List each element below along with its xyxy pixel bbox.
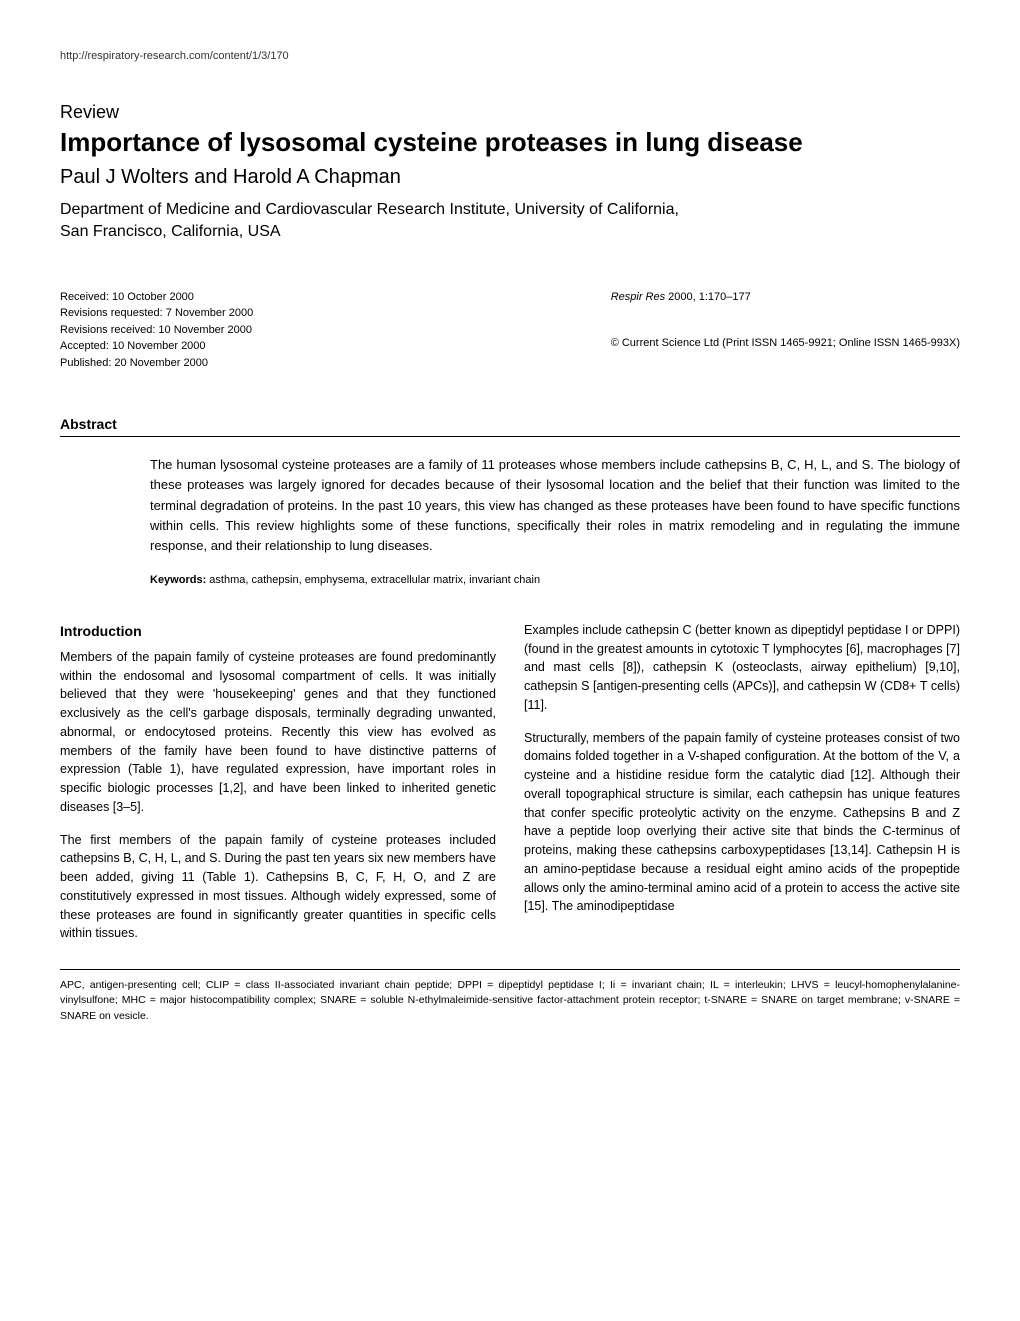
copyright: © Current Science Ltd (Print ISSN 1465-9… <box>611 335 960 352</box>
introduction-heading: Introduction <box>60 621 496 642</box>
keywords-text: asthma, cathepsin, emphysema, extracellu… <box>206 574 540 586</box>
citation-details: 2000, 1:170–177 <box>665 291 751 303</box>
footnote-rule <box>60 969 960 970</box>
citation-block: Respir Res 2000, 1:170–177 © Current Sci… <box>611 289 960 372</box>
citation: Respir Res 2000, 1:170–177 <box>611 289 960 306</box>
intro-paragraph-3: Examples include cathepsin C (better kno… <box>524 621 960 715</box>
metadata-row: Received: 10 October 2000 Revisions requ… <box>60 289 960 372</box>
article-title: Importance of lysosomal cysteine proteas… <box>60 127 960 158</box>
keywords-label: Keywords: <box>150 574 206 586</box>
received-date: Received: 10 October 2000 <box>60 289 253 306</box>
keywords: Keywords: asthma, cathepsin, emphysema, … <box>150 574 960 586</box>
page-url: http://respiratory-research.com/content/… <box>60 50 960 62</box>
published-date: Published: 20 November 2000 <box>60 355 253 372</box>
review-label: Review <box>60 102 960 123</box>
accepted-date: Accepted: 10 November 2000 <box>60 338 253 355</box>
abstract-text: The human lysosomal cysteine proteases a… <box>150 455 960 556</box>
journal-name: Respir Res <box>611 291 665 303</box>
body-columns: Introduction Members of the papain famil… <box>60 621 960 944</box>
abbreviations-footnote: APC, antigen-presenting cell; CLIP = cla… <box>60 978 960 1025</box>
intro-paragraph-2: The first members of the papain family o… <box>60 831 496 944</box>
revisions-received-date: Revisions received: 10 November 2000 <box>60 322 253 339</box>
affiliation-line1: Department of Medicine and Cardiovascula… <box>60 199 960 221</box>
abstract-section: Abstract The human lysosomal cysteine pr… <box>60 416 960 586</box>
intro-paragraph-4: Structurally, members of the papain fami… <box>524 729 960 917</box>
abstract-heading: Abstract <box>60 416 960 437</box>
authors: Paul J Wolters and Harold A Chapman <box>60 166 960 189</box>
intro-paragraph-1: Members of the papain family of cysteine… <box>60 648 496 817</box>
dates-block: Received: 10 October 2000 Revisions requ… <box>60 289 253 372</box>
revisions-requested-date: Revisions requested: 7 November 2000 <box>60 305 253 322</box>
affiliation-line2: San Francisco, California, USA <box>60 221 960 243</box>
affiliation: Department of Medicine and Cardiovascula… <box>60 199 960 244</box>
